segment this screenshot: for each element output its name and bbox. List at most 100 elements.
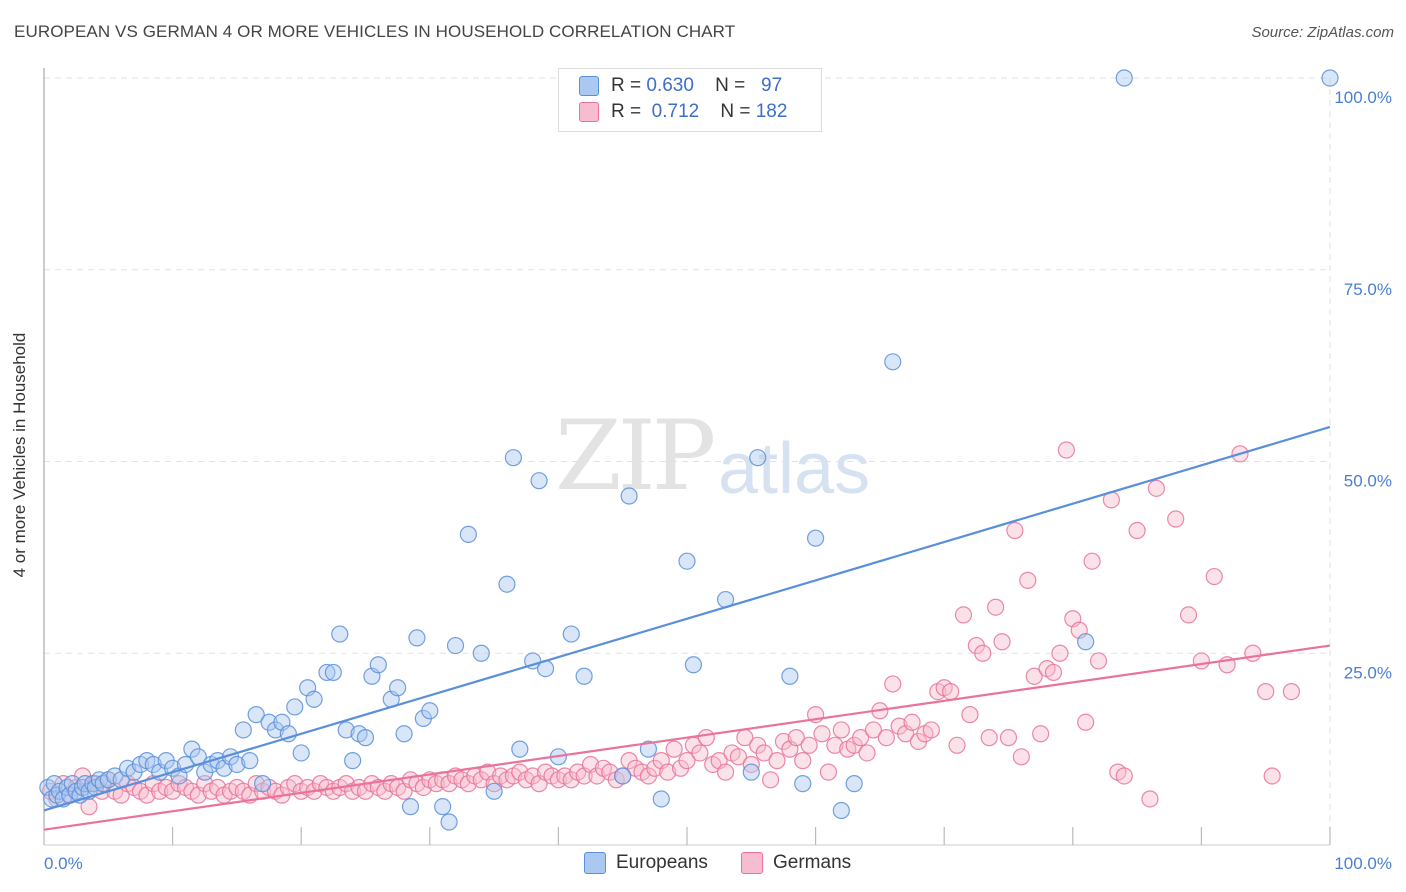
- europeans-point: [434, 798, 452, 816]
- germans-point: [787, 729, 805, 747]
- europeans-point: [472, 644, 490, 662]
- germans-point: [961, 706, 979, 724]
- europeans-point: [845, 775, 863, 793]
- germans-point: [954, 606, 973, 624]
- correlation-legend: R = 0.630 N = 97 R = 0.712 N = 182: [558, 68, 822, 132]
- europeans-point: [324, 663, 342, 682]
- germans-point: [942, 682, 960, 701]
- europeans-point: [575, 667, 593, 685]
- europeans-point: [504, 449, 522, 467]
- germans-point: [999, 729, 1018, 747]
- germans-point: [903, 713, 921, 731]
- germans-point: [697, 729, 715, 747]
- europeans-point: [498, 575, 516, 593]
- europeans-point: [440, 813, 458, 831]
- europeans-point: [832, 801, 850, 820]
- germans-point: [761, 771, 780, 789]
- legend-row-europeans: R = 0.630 N = 97: [579, 75, 782, 101]
- europeans-point: [742, 763, 760, 781]
- europeans-point: [530, 472, 548, 490]
- germans-point: [948, 736, 966, 754]
- europeans-point: [286, 698, 304, 716]
- europeans-point: [459, 525, 477, 543]
- watermark-atlas: atlas: [718, 429, 871, 509]
- source-credit: Source: ZipAtlas.com: [1251, 24, 1394, 41]
- germans-n-value: 182: [755, 101, 788, 122]
- germans-point: [1167, 510, 1185, 528]
- europeans-point: [620, 487, 638, 505]
- germans-point: [1012, 748, 1030, 766]
- europeans-trend-line: [43, 425, 1331, 812]
- germans-point: [659, 763, 677, 781]
- germans-point: [884, 675, 902, 693]
- europeans-point: [234, 721, 252, 739]
- europeans-n-label: N =: [715, 75, 746, 96]
- germans-point: [755, 744, 773, 762]
- europeans-r-value: 0.630: [646, 75, 694, 96]
- europeans-point: [794, 775, 812, 793]
- germans-point: [1044, 663, 1063, 682]
- y-tick-label: 100.0%: [1334, 88, 1392, 107]
- germans-point: [832, 721, 850, 739]
- europeans-point: [562, 625, 580, 643]
- legend-item-europeans[interactable]: Europeans: [584, 852, 708, 874]
- germans-point: [852, 729, 870, 747]
- germans-point: [665, 740, 683, 758]
- europeans-point: [241, 752, 259, 770]
- germans-point: [1006, 521, 1024, 540]
- series-legend: Europeans Germans: [0, 852, 1406, 878]
- europeans-point: [408, 629, 426, 647]
- germans-point: [993, 633, 1011, 651]
- europeans-point: [884, 353, 902, 371]
- germans-point: [819, 763, 838, 781]
- europeans-point: [511, 740, 529, 758]
- europeans-point: [389, 679, 407, 697]
- germans-point: [1077, 713, 1095, 731]
- germans-point: [1083, 552, 1101, 570]
- germans-point: [864, 721, 883, 739]
- germans-point: [1089, 652, 1108, 670]
- germans-n-label: N =: [720, 101, 751, 122]
- europeans-point: [1115, 69, 1133, 87]
- germans-point: [974, 644, 992, 662]
- europeans-n-value: 97: [761, 75, 783, 96]
- germans-point: [1244, 644, 1262, 662]
- europeans-point: [678, 552, 696, 570]
- europeans-point: [228, 755, 246, 774]
- germans-legend-swatch: [741, 852, 763, 874]
- germans-point: [794, 752, 812, 770]
- europeans-point: [318, 663, 336, 682]
- germans-point: [800, 736, 818, 754]
- chart-title: EUROPEAN VS GERMAN 4 OR MORE VEHICLES IN…: [14, 22, 736, 41]
- germans-point: [1115, 767, 1133, 785]
- europeans-legend-swatch: [584, 852, 606, 874]
- germans-point: [1192, 652, 1211, 670]
- europeans-point: [292, 744, 310, 762]
- y-tick-label: 75.0%: [1344, 280, 1392, 299]
- europeans-point: [395, 725, 413, 743]
- germans-point: [1282, 682, 1301, 701]
- europeans-point: [1077, 633, 1095, 651]
- germans-point: [1051, 644, 1069, 662]
- germans-point: [1141, 790, 1159, 808]
- germans-point: [877, 729, 895, 747]
- germans-point: [1128, 521, 1146, 540]
- germans-point: [813, 725, 831, 743]
- europeans-point: [337, 721, 355, 739]
- europeans-point: [356, 729, 375, 747]
- germans-point: [1205, 567, 1223, 586]
- europeans-point: [1321, 69, 1339, 87]
- germans-point: [1057, 441, 1075, 459]
- germans-point: [768, 752, 786, 770]
- legend-item-germans[interactable]: Germans: [741, 852, 851, 874]
- europeans-swatch: [579, 75, 599, 96]
- germans-point: [1147, 479, 1165, 497]
- europeans-point: [401, 798, 420, 816]
- europeans-point: [331, 625, 349, 643]
- germans-point: [80, 798, 98, 816]
- europeans-point: [684, 656, 703, 674]
- germans-point: [729, 748, 748, 766]
- germans-point: [987, 598, 1005, 616]
- germans-point: [1263, 767, 1281, 785]
